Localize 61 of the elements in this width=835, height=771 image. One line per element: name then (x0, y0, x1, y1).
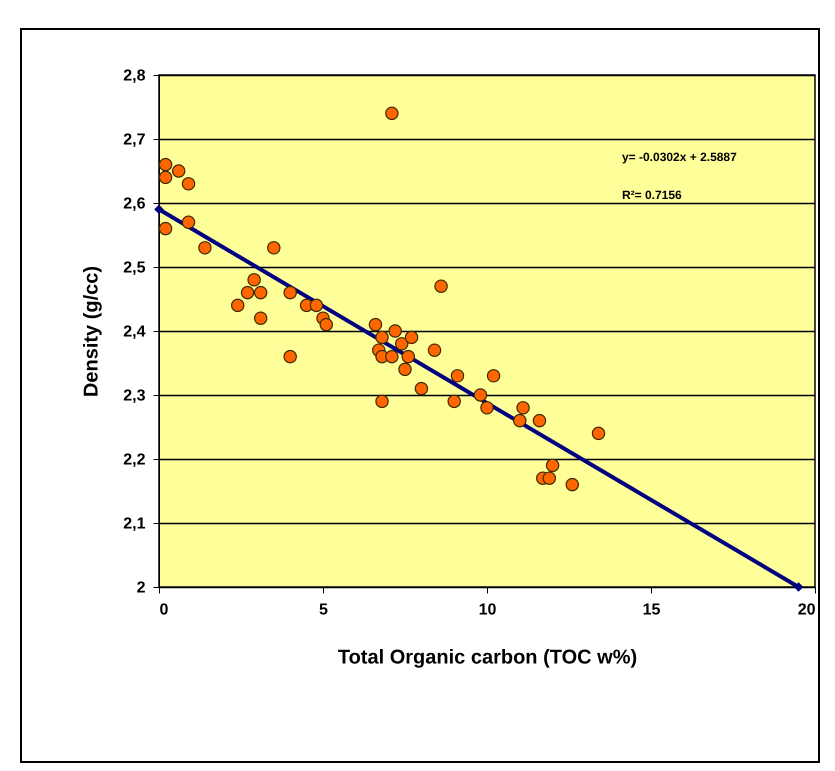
point (230, 298, 244, 312)
x-tick-label: 5 (319, 602, 328, 618)
point (158, 170, 172, 184)
point (532, 414, 546, 428)
point (486, 369, 500, 383)
point (172, 164, 186, 178)
point (388, 324, 402, 338)
point (182, 177, 196, 191)
point (254, 311, 268, 325)
point (480, 401, 494, 415)
point (247, 273, 261, 287)
point (385, 106, 399, 120)
point (474, 388, 488, 402)
point (414, 382, 428, 396)
y-axis-title: Density (g/cc) (80, 266, 102, 398)
point (402, 350, 416, 364)
point (375, 330, 389, 344)
point (447, 394, 461, 408)
point (283, 286, 297, 300)
point (516, 401, 530, 415)
point (267, 241, 281, 255)
point (182, 215, 196, 229)
point (240, 286, 254, 300)
point (398, 362, 412, 376)
y-tick-label: 2,4 (123, 324, 146, 340)
point (368, 318, 382, 332)
y-tick-label: 2,2 (123, 452, 146, 468)
point (158, 158, 172, 172)
point (283, 350, 297, 364)
y-tick-label: 2 (136, 580, 146, 596)
point (513, 414, 527, 428)
point (320, 318, 334, 332)
point (375, 394, 389, 408)
point (385, 350, 399, 364)
y-tick-label: 2,3 (123, 388, 146, 404)
point (592, 426, 606, 440)
point (546, 458, 560, 472)
x-tick-label: 20 (798, 602, 816, 618)
point (394, 337, 408, 351)
point (794, 582, 804, 592)
y-tick-label: 2,6 (123, 196, 146, 212)
y-tick-label: 2,7 (123, 132, 146, 148)
y-tick-label: 2,1 (123, 516, 146, 532)
annotation: y= -0.0302x + 2.5887 (622, 150, 738, 164)
point (254, 286, 268, 300)
x-tick-label: 10 (478, 602, 496, 618)
point (542, 471, 556, 485)
point (158, 222, 172, 236)
point (428, 343, 442, 357)
point (198, 241, 212, 255)
x-tick-label: 15 (642, 602, 660, 618)
point (566, 478, 580, 492)
y-tick-label: 2,5 (123, 260, 146, 276)
point (450, 369, 464, 383)
annotation: R²= 0.7156 (622, 188, 682, 202)
point (310, 298, 324, 312)
x-tick-label: 0 (160, 602, 168, 618)
point (404, 330, 418, 344)
y-tick-label: 2,8 (123, 68, 146, 84)
x-axis-title: Total Organic carbon (TOC w%) (338, 646, 638, 668)
point (434, 279, 448, 293)
